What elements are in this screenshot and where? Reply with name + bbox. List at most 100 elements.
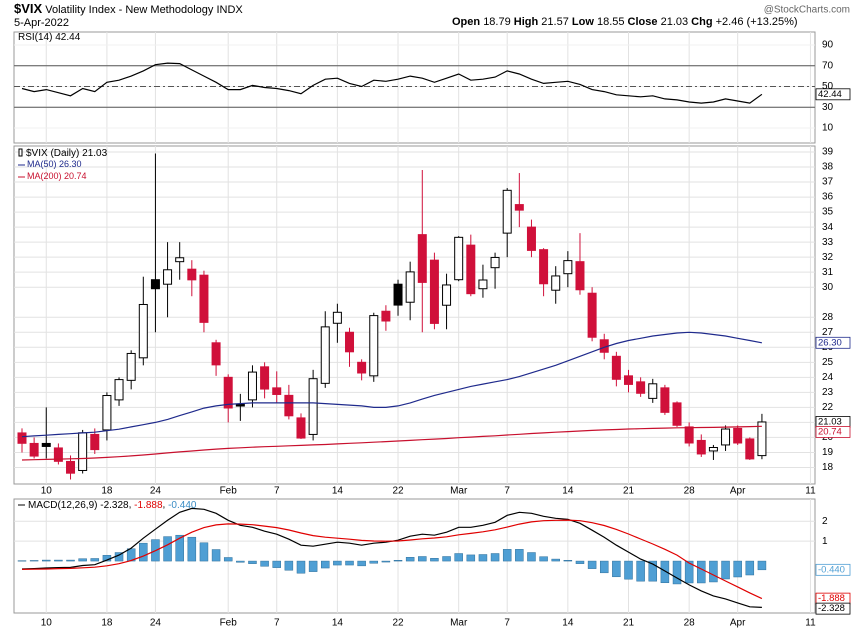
title: $VIX Volatility Index - New Methodology … (14, 1, 243, 16)
histogram-bar (624, 560, 633, 580)
y-tick-label: 38 (822, 162, 834, 173)
x-tick-label: Feb (220, 486, 238, 497)
candle-body (575, 261, 585, 291)
candle-body (296, 417, 306, 439)
candle-body (272, 387, 282, 395)
x-tick-label: 21 (623, 618, 635, 629)
value-tag-label: 26.30 (818, 337, 842, 348)
y-tick-label: 70 (822, 60, 834, 71)
histogram-bar (478, 554, 488, 562)
histogram-bar (369, 560, 379, 564)
candle-body (41, 442, 51, 447)
histogram-bar (199, 542, 209, 562)
marks: 101018182424FebFeb7714142222MarMar771414… (14, 32, 851, 629)
x-tick-label: 18 (101, 618, 113, 629)
histogram-bar (502, 549, 512, 562)
candle-body (672, 402, 682, 426)
candle-body (175, 257, 185, 263)
value-tag (815, 602, 851, 615)
histogram-bar (648, 560, 658, 582)
x-tick-label: Feb (220, 618, 238, 629)
value-tag-label: 42.44 (818, 89, 842, 100)
histogram-bar (745, 560, 755, 576)
price-legend: $VIX (Daily) 21.03 (26, 148, 108, 159)
candle-body (733, 427, 743, 444)
histogram-bar (660, 560, 670, 584)
histogram-bar (430, 558, 439, 562)
legend-swatch (18, 148, 23, 157)
candle-body (636, 381, 646, 394)
candle-body (708, 446, 718, 452)
legend-value: 20.74 (64, 171, 87, 181)
candle-body (247, 371, 257, 401)
histogram-bar (684, 560, 694, 584)
x-tick-label: 14 (562, 486, 574, 497)
histogram-bar (454, 553, 463, 562)
value-tag-label: 20.74 (818, 426, 842, 437)
y-tick-label: 30 (822, 282, 834, 293)
quote: Open 18.79 High 21.57 Low 18.55 Close 21… (452, 16, 798, 28)
legend-label: MA(50) (27, 159, 57, 169)
candle-body (320, 326, 330, 384)
histogram-bar (587, 560, 597, 569)
x-tick-label: 10 (41, 486, 53, 497)
value-tag-label: 21.03 (818, 416, 842, 427)
ma50-legend: MA(50) 26.30 (27, 159, 82, 169)
quote-label: Chg (691, 16, 712, 28)
instrument-name: Volatility Index - New Methodology INDX (45, 4, 243, 16)
y-tick-label: 34 (822, 222, 834, 233)
histogram-bar (66, 559, 75, 562)
x-tick-label: Apr (730, 618, 746, 629)
y-tick-label: 18 (822, 462, 834, 473)
x-tick-label: 14 (562, 618, 574, 629)
candle-body (332, 311, 342, 324)
x-tick-label: 10 (41, 618, 53, 629)
histogram-bar (563, 560, 573, 562)
price-frame (13, 145, 816, 485)
candle-body (29, 442, 39, 457)
y-tick-label: 30 (822, 102, 834, 113)
x-tick-label: 11 (805, 618, 816, 629)
histogram-bar (636, 560, 645, 582)
histogram-bar (272, 560, 281, 568)
candle-body (345, 331, 355, 353)
candle-body (223, 376, 233, 409)
y-tick-label: 33 (822, 237, 834, 248)
candle-body (163, 269, 173, 285)
value-tag (815, 563, 851, 576)
histogram-bar (709, 560, 718, 583)
value-tag (815, 336, 851, 349)
y-tick-label: 35 (822, 207, 834, 218)
candle-body (114, 379, 124, 401)
histogram-bar (672, 560, 682, 585)
histogram-bar (236, 560, 245, 563)
histogram-bar (381, 560, 391, 563)
y-tick-label: 25 (822, 357, 834, 368)
histogram-bar (223, 557, 233, 562)
value-tag-label: -2.328 (818, 603, 845, 614)
histogram-bar (321, 560, 330, 569)
value-tag (815, 88, 851, 101)
candle-body (235, 403, 245, 407)
y-tick-label: 1 (822, 536, 828, 547)
histogram-bar (466, 554, 476, 562)
x-tick-label: 28 (684, 486, 696, 497)
candle-body (211, 342, 221, 366)
x-tick-label: 7 (274, 618, 280, 629)
histogram-bar (296, 560, 306, 574)
legend-label: MACD(12,26,9) (28, 500, 97, 511)
candle-body (66, 460, 76, 474)
candle-body (526, 226, 536, 251)
quote-label: Low (572, 16, 594, 28)
quote-value: 21.03 (661, 16, 689, 28)
y-tick-label: 24 (822, 372, 834, 383)
date: 5-Apr-2022 (14, 17, 69, 29)
macd-frame (13, 498, 816, 614)
histogram-bar (29, 560, 39, 562)
candle-body (648, 383, 658, 399)
candle-body (490, 256, 500, 269)
candle-body (150, 279, 160, 290)
candle-body (466, 244, 476, 295)
histogram-bar (260, 560, 269, 567)
